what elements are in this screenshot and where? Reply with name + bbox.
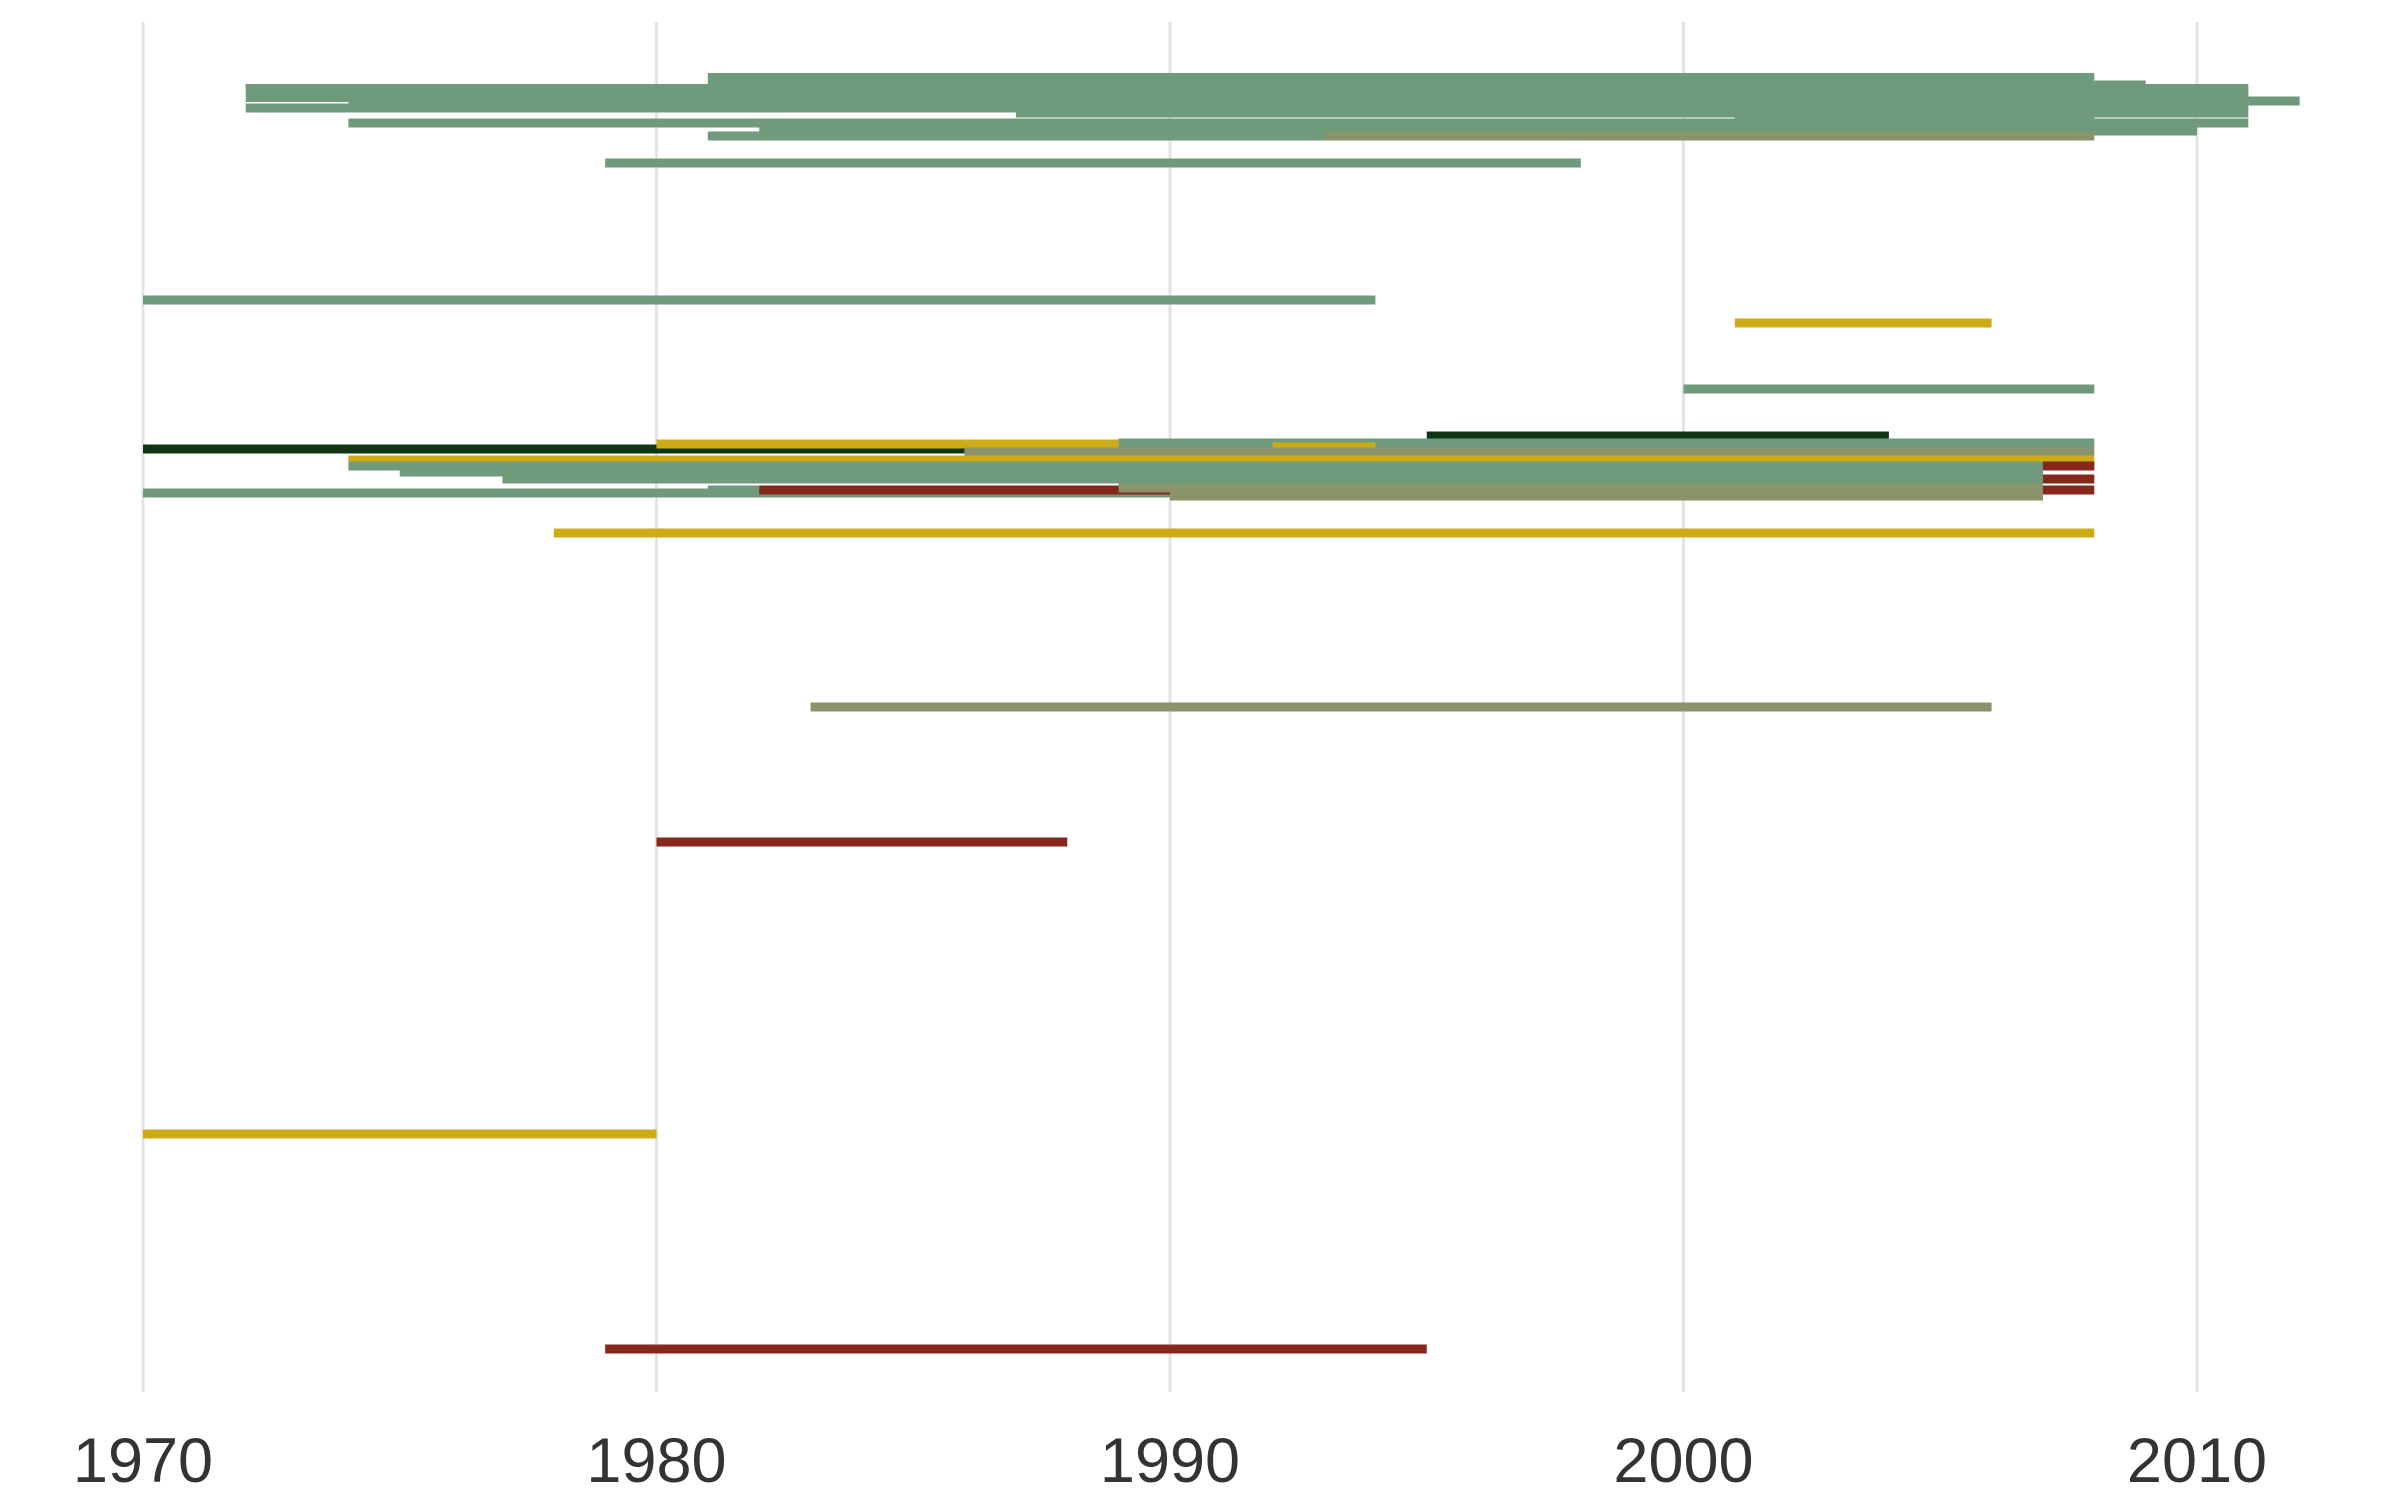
timeline-segment-12 <box>605 158 1581 168</box>
timeline-segment-13 <box>143 295 1376 305</box>
timeline-segment-36 <box>143 1129 657 1139</box>
segment-layer <box>143 73 2300 1354</box>
timeline-segment-35 <box>656 837 1068 847</box>
timeline-segment-10 <box>707 131 1325 141</box>
timeline-segment-17 <box>143 444 965 454</box>
timeline-segment-37 <box>605 1344 1427 1354</box>
timeline-segment-6 <box>1015 108 2249 118</box>
timeline-segment-3 <box>348 89 2249 107</box>
x-axis-ticks: 1970 1980 1990 2000 2010 <box>73 1426 2267 1496</box>
timeline-segment-21 <box>964 447 2095 457</box>
timeline-segment-5 <box>245 103 2249 113</box>
timeline-segment-22 <box>348 455 2095 465</box>
timeline-segment-32 <box>1170 491 2043 501</box>
timeline-segment-8 <box>1734 112 2095 122</box>
timeline-segment-26 <box>502 474 2043 484</box>
timeline-segment-20 <box>1272 442 1376 452</box>
x-tick-label: 1990 <box>1100 1426 1240 1496</box>
x-tick-label: 1970 <box>73 1426 213 1496</box>
timeline-segment-25 <box>399 467 2043 477</box>
x-tick-label: 2000 <box>1613 1426 1753 1496</box>
x-tick-label: 2010 <box>2127 1426 2267 1496</box>
timeline-segment-15 <box>1683 384 2095 394</box>
timeline-segment-4 <box>2248 96 2300 106</box>
timeline-segment-33 <box>553 528 2095 538</box>
timeline-segment-7 <box>348 118 2249 128</box>
timeline-segment-29 <box>707 485 760 495</box>
timeline-segment-11 <box>1324 131 2095 141</box>
timeline-segment-18 <box>656 439 1325 449</box>
timeline-segment-23 <box>348 461 2095 471</box>
x-tick-label: 1980 <box>586 1426 726 1496</box>
timeline-segment-16 <box>1426 431 1889 441</box>
timeline-segment-19 <box>1118 438 2095 448</box>
timeline-segment-14 <box>1734 318 1992 328</box>
timeline-segment-27 <box>2042 474 2095 484</box>
timeline-segment-9 <box>759 126 2198 136</box>
timeline-segment-31 <box>1118 483 2043 493</box>
timeline-segment-24 <box>2042 461 2095 471</box>
timeline-segment-34 <box>810 702 1992 712</box>
